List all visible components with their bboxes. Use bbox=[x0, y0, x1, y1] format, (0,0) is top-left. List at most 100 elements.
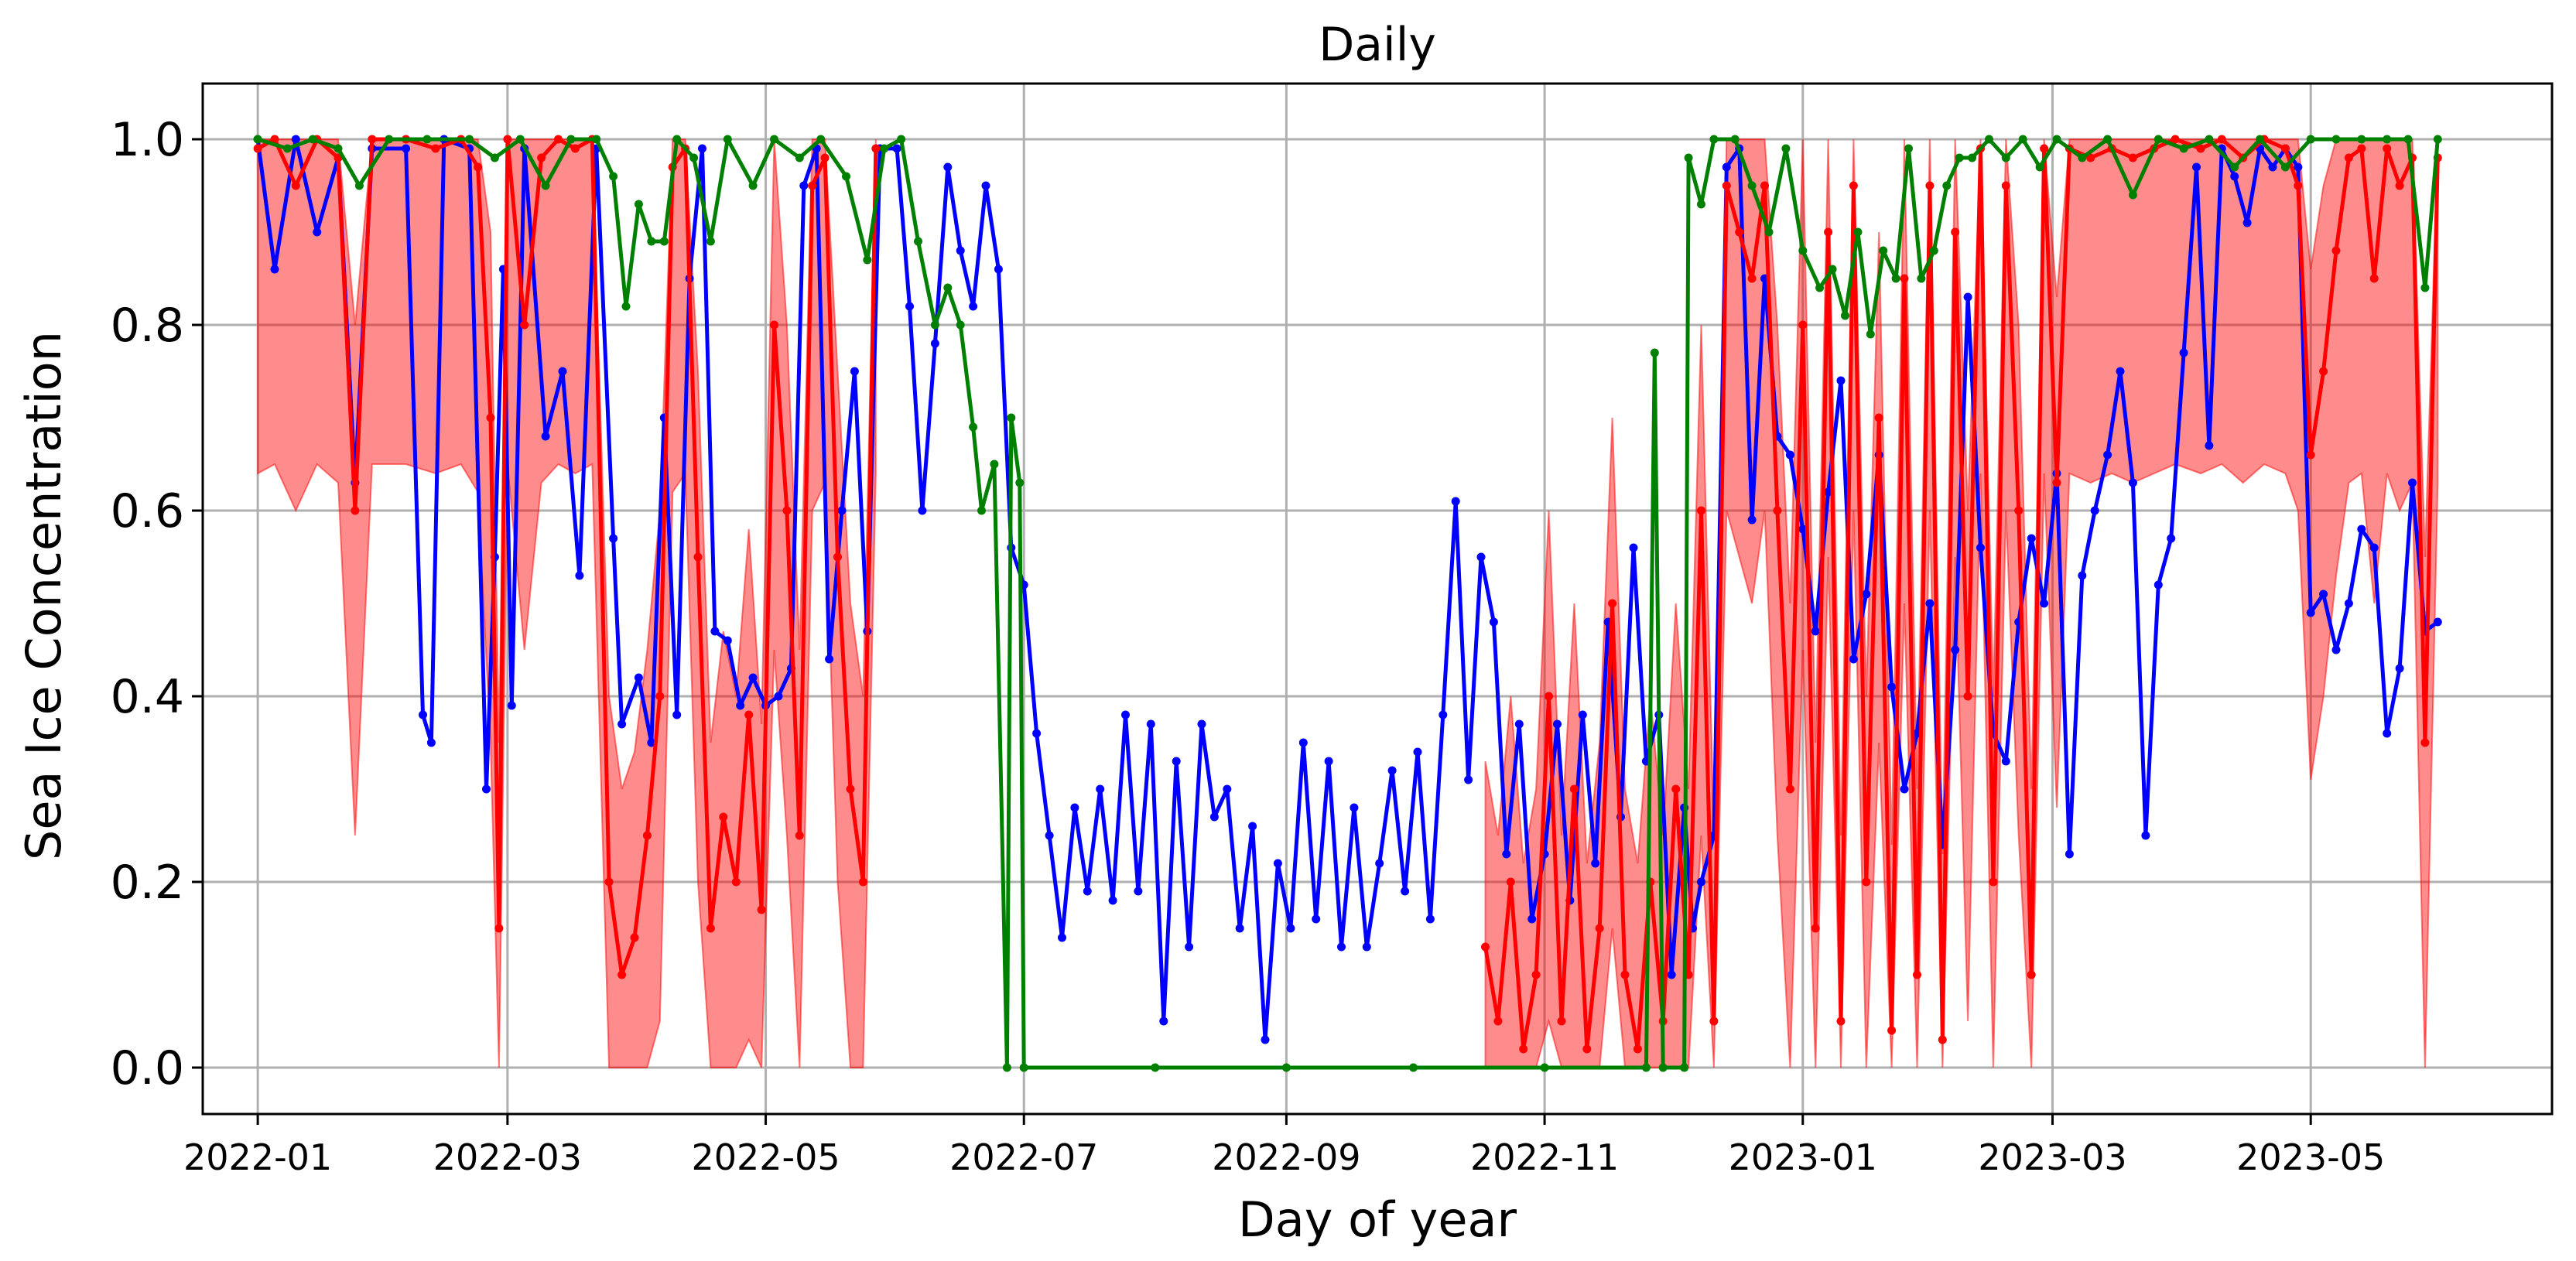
data-point bbox=[1989, 877, 1998, 887]
data-point bbox=[1464, 775, 1473, 784]
data-point bbox=[1281, 1063, 1291, 1072]
data-point bbox=[570, 144, 580, 153]
data-point bbox=[1951, 227, 1960, 237]
data-point bbox=[2306, 135, 2315, 144]
data-point bbox=[2154, 135, 2163, 144]
data-point bbox=[2369, 274, 2379, 283]
data-point bbox=[2280, 144, 2290, 153]
data-point bbox=[825, 654, 834, 664]
data-point bbox=[1261, 1035, 1270, 1044]
data-point bbox=[1879, 246, 1888, 255]
data-point bbox=[2116, 367, 2125, 376]
data-point bbox=[892, 144, 901, 153]
data-point bbox=[2179, 144, 2188, 153]
data-point bbox=[308, 135, 317, 144]
data-point bbox=[541, 181, 550, 190]
data-point bbox=[1785, 450, 1794, 460]
data-point bbox=[609, 172, 618, 181]
data-point bbox=[1401, 887, 1410, 896]
data-point bbox=[1481, 942, 1490, 952]
x-tick-label: 2022-03 bbox=[433, 1136, 582, 1178]
data-point bbox=[1058, 933, 1066, 942]
data-point bbox=[1209, 812, 1219, 822]
data-point bbox=[1836, 1017, 1846, 1026]
data-point bbox=[313, 227, 322, 237]
y-tick-label: 0.0 bbox=[111, 1041, 184, 1095]
data-point bbox=[1641, 1063, 1651, 1072]
data-point bbox=[1489, 617, 1498, 627]
data-point bbox=[282, 144, 292, 153]
data-point bbox=[897, 135, 906, 144]
y-axis-label: Sea Ice Concentration bbox=[15, 331, 72, 860]
data-point bbox=[1409, 1063, 1418, 1072]
data-point bbox=[1578, 710, 1587, 719]
data-point bbox=[1476, 552, 1486, 562]
data-point bbox=[2217, 135, 2226, 144]
data-point bbox=[2369, 543, 2379, 552]
data-point bbox=[1680, 1063, 1689, 1072]
data-point bbox=[503, 135, 512, 144]
data-point bbox=[1185, 942, 1194, 952]
data-point bbox=[515, 135, 525, 144]
data-point bbox=[617, 719, 627, 729]
data-point bbox=[799, 181, 809, 190]
data-point bbox=[1938, 1035, 1947, 1044]
data-point bbox=[914, 237, 922, 246]
data-point bbox=[689, 153, 699, 162]
series-line bbox=[255, 137, 2439, 1042]
data-point bbox=[2383, 135, 2392, 144]
data-point bbox=[1828, 265, 1837, 274]
data-point bbox=[1015, 478, 1025, 487]
data-point bbox=[698, 144, 706, 153]
data-point bbox=[1248, 822, 1257, 831]
data-point bbox=[969, 302, 978, 311]
axes: 0.0 0.2 0.4 0.6 0.8 1.0 2022-01 2022-03 2022-05 2… bbox=[111, 82, 2554, 1178]
data-point bbox=[1747, 181, 1757, 190]
data-point bbox=[1045, 831, 1054, 840]
data-point bbox=[592, 135, 601, 144]
chart-title: Daily bbox=[1319, 18, 1436, 72]
data-point bbox=[474, 162, 483, 172]
data-point bbox=[537, 153, 546, 162]
data-point bbox=[1298, 738, 1308, 747]
data-point bbox=[1697, 877, 1705, 887]
data-point bbox=[2395, 664, 2404, 673]
data-point bbox=[291, 181, 300, 190]
data-point bbox=[2027, 534, 2036, 543]
data-point bbox=[431, 144, 440, 153]
data-point bbox=[2078, 153, 2087, 162]
data-point bbox=[1620, 970, 1630, 979]
data-point bbox=[659, 237, 669, 246]
data-point bbox=[1760, 181, 1769, 190]
data-point bbox=[634, 200, 643, 209]
data-point bbox=[1862, 877, 1871, 887]
data-point bbox=[969, 422, 978, 432]
data-point bbox=[2128, 153, 2137, 162]
data-point bbox=[1151, 1063, 1160, 1072]
y-tick-label: 1.0 bbox=[111, 113, 184, 167]
data-point bbox=[1545, 692, 1553, 701]
data-point bbox=[2090, 506, 2099, 515]
data-point bbox=[2319, 589, 2328, 599]
data-point bbox=[880, 144, 889, 153]
data-point bbox=[1493, 1017, 1503, 1026]
data-point bbox=[774, 692, 783, 701]
data-point bbox=[1709, 1017, 1719, 1026]
data-point bbox=[1134, 887, 1143, 896]
data-point bbox=[1658, 1063, 1668, 1072]
data-point bbox=[1849, 181, 1858, 190]
data-point bbox=[858, 877, 867, 887]
data-point bbox=[918, 506, 927, 515]
data-point bbox=[710, 627, 720, 636]
x-tick-label: 2022-11 bbox=[1470, 1136, 1619, 1178]
data-point bbox=[1527, 914, 1537, 924]
data-point bbox=[706, 237, 715, 246]
data-point bbox=[2196, 144, 2205, 153]
uncertainty-bands bbox=[257, 138, 2439, 1068]
data-point bbox=[2086, 153, 2095, 162]
data-point bbox=[2420, 738, 2430, 747]
data-point bbox=[1811, 924, 1820, 933]
data-point bbox=[736, 701, 745, 710]
data-point bbox=[2103, 135, 2112, 144]
